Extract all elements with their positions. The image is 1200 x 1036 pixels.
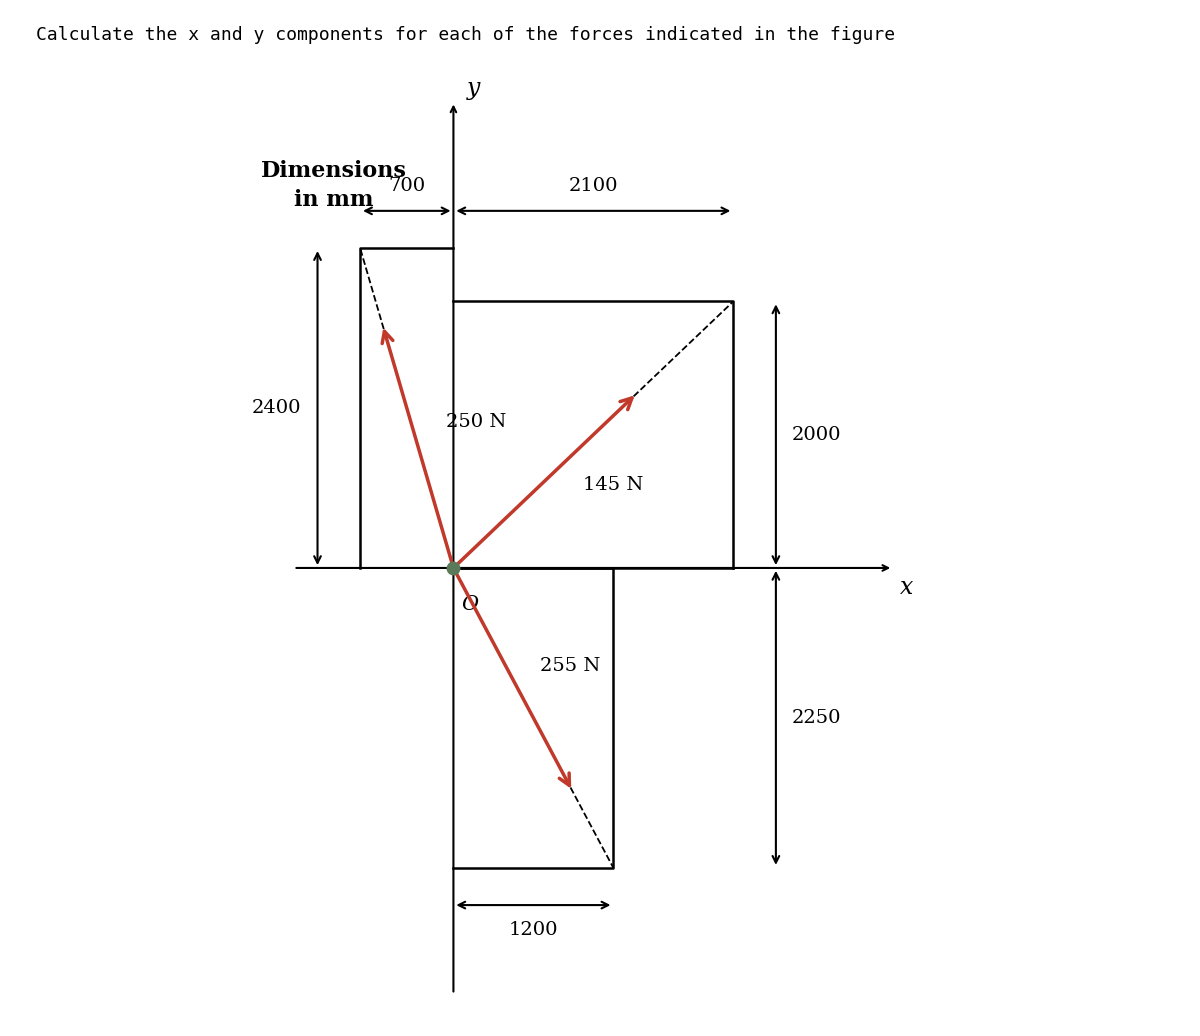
Text: 2000: 2000 (792, 426, 841, 443)
Text: 1200: 1200 (509, 921, 558, 939)
Text: y: y (467, 77, 480, 99)
Text: 2250: 2250 (792, 709, 841, 727)
Text: 2400: 2400 (252, 399, 301, 418)
Text: 250 N: 250 N (445, 413, 506, 431)
Text: Calculate the x and y components for each of the forces indicated in the figure: Calculate the x and y components for eac… (36, 26, 895, 44)
Text: 2100: 2100 (569, 177, 618, 195)
Text: in mm: in mm (294, 189, 373, 211)
Text: O: O (461, 595, 478, 613)
Text: 700: 700 (389, 177, 425, 195)
Text: Dimensions: Dimensions (260, 160, 407, 181)
Text: 145 N: 145 N (583, 477, 643, 494)
Text: x: x (900, 576, 913, 600)
Text: 255 N: 255 N (540, 657, 600, 675)
